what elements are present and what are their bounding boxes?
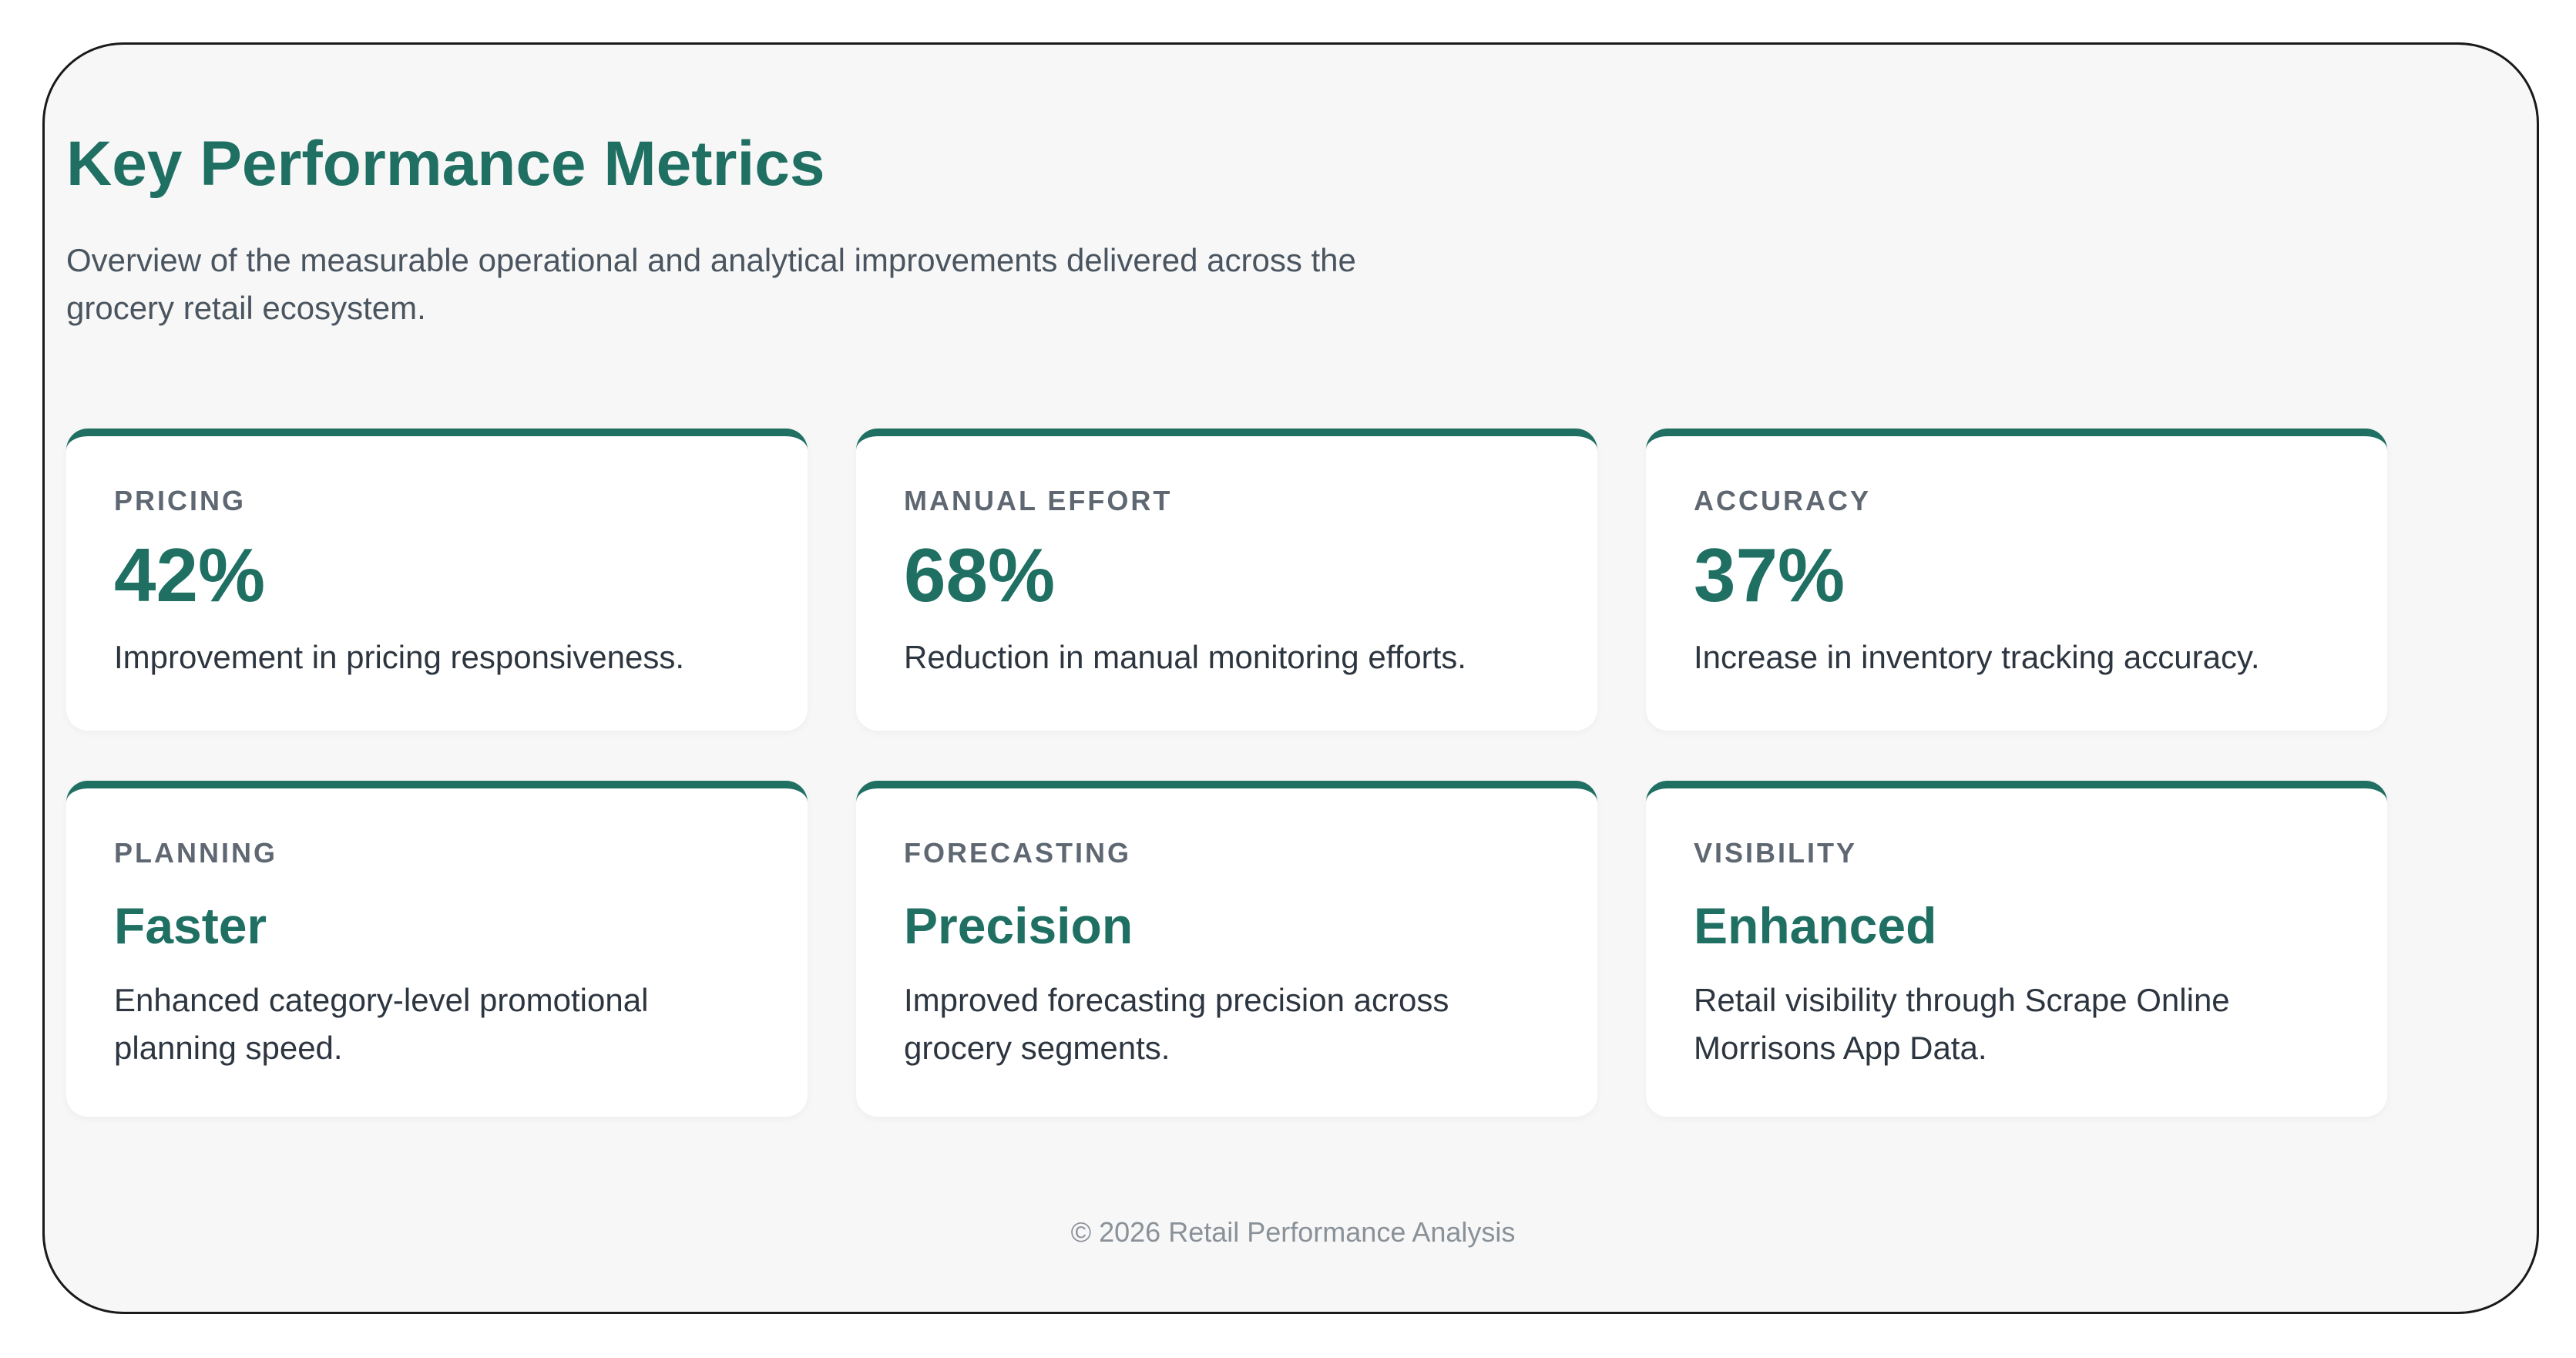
metric-value: 68% [904,533,1056,617]
footer-copyright: © 2026 Retail Performance Analysis [1070,1216,1516,1248]
metric-description: Enhanced category-level promotional plan… [114,982,649,1066]
metric-label: MANUAL EFFORT [904,485,1173,516]
metric-value: Faster [114,897,267,954]
metric-value: Precision [904,897,1134,954]
metric-description: Retail visibility through Scrape Online … [1694,982,2230,1066]
metric-label: PLANNING [114,837,277,869]
metric-label: VISIBILITY [1694,837,1858,869]
metric-description: Improvement in pricing responsiveness. [114,639,685,675]
metric-value: Enhanced [1694,897,1937,954]
metric-label: ACCURACY [1694,485,1871,516]
page-description: Overview of the measurable operational a… [66,242,1356,326]
metric-description: Improved forecasting precision across gr… [904,982,1449,1066]
metric-card-accuracy: ACCURACY 37% Increase in inventory track… [1646,429,2387,731]
metric-value: 37% [1694,533,1846,617]
metrics-panel: Key Performance Metrics Overview of the … [42,42,2539,1314]
metric-value: 42% [114,533,266,617]
metric-card-manual-effort: MANUAL EFFORT 68% Reduction in manual mo… [856,429,1597,731]
metric-description: Increase in inventory tracking accuracy. [1694,639,2260,675]
metric-card-visibility: VISIBILITY Enhanced Retail visibility th… [1646,781,2387,1117]
page-title: Key Performance Metrics [66,129,825,199]
metric-description: Reduction in manual monitoring efforts. [904,639,1466,675]
metric-card-planning: PLANNING Faster Enhanced category-level … [66,781,808,1117]
metric-label: PRICING [114,485,247,516]
metric-card-pricing: PRICING 42% Improvement in pricing respo… [66,429,808,731]
metric-card-forecasting: FORECASTING Precision Improved forecasti… [856,781,1597,1117]
metric-label: FORECASTING [904,837,1132,869]
